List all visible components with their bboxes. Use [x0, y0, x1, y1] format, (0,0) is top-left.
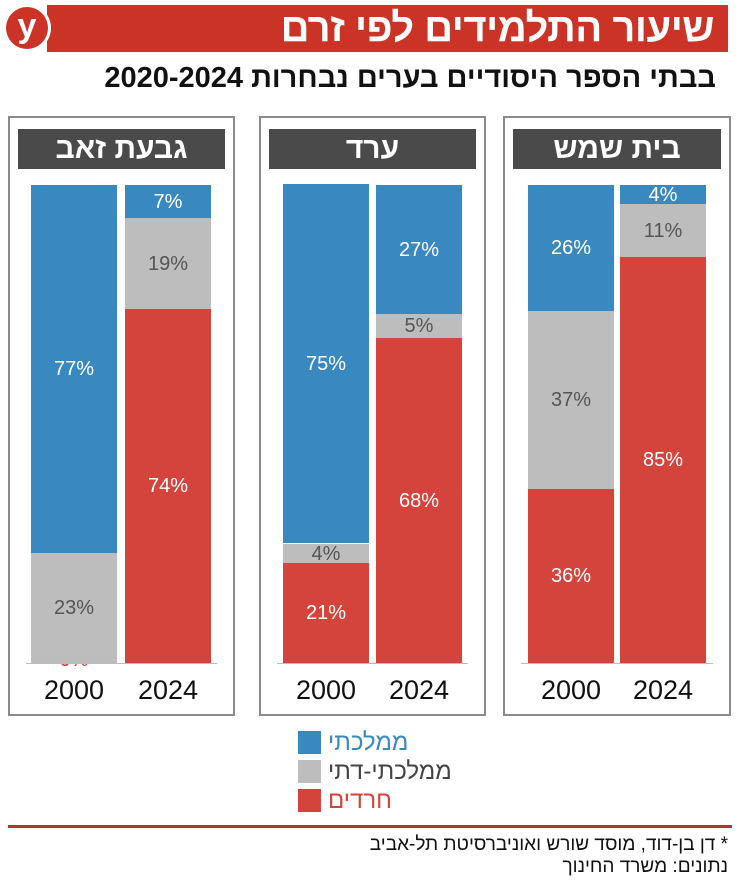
panel-title: גבעת זאב [18, 129, 225, 169]
segment-mamlachti-dati [283, 544, 369, 563]
panel-title: ערד [269, 129, 476, 169]
segment-haredim [125, 309, 211, 663]
data-label: 19% [147, 252, 189, 275]
segment-mamlachti [620, 185, 706, 204]
bar-2024: 74% 19% 7% [125, 185, 211, 663]
bar-2000: 21% 4% 75% [283, 184, 369, 663]
segment-mamlachti-dati [620, 204, 706, 257]
logo-letter: y [6, 7, 48, 49]
chart-title: שיעור התלמידים לפי זרם [280, 6, 715, 50]
segment-haredim [283, 563, 369, 663]
footer-credit: * דן בן-דוד, מוסד שורש ואוניברסיטת תל-אב… [369, 834, 728, 855]
data-label: 74% [147, 475, 189, 497]
panel-beit-shemesh: בית שמש 36% 37% 26% 85% 11% 4% 2000 2024 [503, 116, 731, 716]
baseline [521, 663, 713, 664]
data-label: 85% [642, 449, 684, 471]
data-label: 68% [398, 489, 440, 512]
data-label: 75% [305, 352, 347, 375]
data-label: 7% [153, 190, 183, 213]
segment-mamlachti-dati [528, 310, 614, 489]
footer-source: נתונים: משרד החינוך [562, 856, 728, 877]
segment-mamlachti [283, 184, 369, 543]
baseline [26, 663, 217, 664]
segment-haredim [376, 338, 462, 663]
data-label: 11% [643, 219, 683, 242]
segment-haredim [620, 257, 706, 663]
year-label-2000: 2000 [540, 675, 602, 705]
chart-subtitle: בבתי הספר היסודיים בערים נבחרות 2020-202… [104, 62, 716, 94]
segment-mamlachti [125, 185, 211, 218]
year-label-2000: 2000 [43, 675, 105, 705]
title-banner: שיעור התלמידים לפי זרם [47, 5, 728, 52]
segment-mamlachti-dati [125, 218, 211, 309]
legend-swatch [298, 760, 321, 783]
bar-2000: 36% 37% 26% [528, 185, 614, 663]
legend: ממלכתי ממלכתי-דתי חרדים [298, 730, 478, 814]
bar-2000: 0%23%77% [31, 185, 117, 671]
data-label: 4% [311, 542, 341, 565]
segment-mamlachti [376, 185, 462, 314]
year-label-2024: 2024 [632, 675, 694, 705]
segment-mamlachti-dati [31, 553, 117, 663]
legend-swatch [298, 731, 321, 754]
legend-label: ממלכתי-דתי [328, 758, 452, 785]
data-label: 37% [550, 388, 592, 411]
data-label: 5% [404, 315, 434, 337]
segment-mamlachti-dati [376, 314, 462, 338]
year-label-2000: 2000 [295, 675, 357, 705]
bar-2024: 68% 5% 27% [376, 185, 462, 663]
year-label-2024: 2024 [137, 675, 199, 705]
year-label-2024: 2024 [388, 675, 450, 705]
data-label: 36% [550, 565, 592, 587]
bar-2024: 85% 11% 4% [620, 183, 706, 663]
legend-label: חרדים [328, 787, 392, 814]
data-label: 4% [648, 183, 678, 206]
panel-arad: ערד 21% 4% 75% 68% 5% 27% 2000 2024 [259, 116, 486, 716]
data-label: 26% [550, 237, 592, 259]
segment-haredim [528, 489, 614, 663]
footer-divider [8, 825, 732, 828]
baseline [277, 663, 468, 664]
panel-givat-zeev: גבעת זאב 0%23%77% 74%19%7% 2000 2024 [8, 116, 235, 716]
legend-label: ממלכתי [328, 729, 409, 756]
legend-swatch [298, 789, 321, 812]
ynet-logo-icon: y [3, 4, 51, 52]
segment-mamlachti [31, 185, 117, 553]
panel-title: בית שמש [513, 129, 721, 169]
data-label: 77% [53, 358, 95, 380]
data-label: 27% [398, 238, 440, 261]
segment-mamlachti [528, 185, 614, 311]
data-label: 21% [305, 602, 347, 624]
data-label: 23% [53, 597, 95, 619]
